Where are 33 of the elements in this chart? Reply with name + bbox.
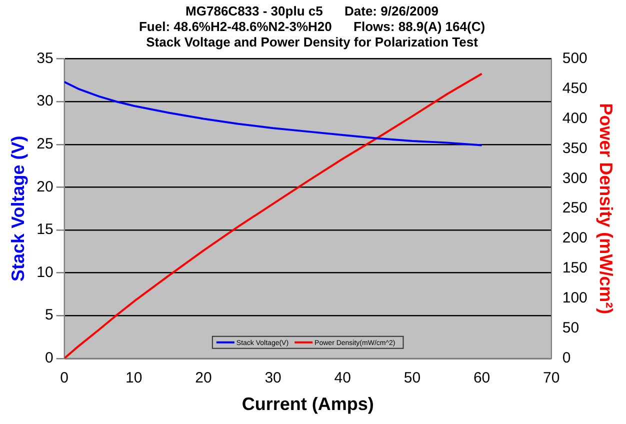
x-axis-title: Current (Amps) [242, 394, 374, 414]
y-tick-label: 10 [36, 264, 54, 281]
y2-tick-label: 350 [562, 140, 588, 157]
text: Fuel: 48.6%H2-48.6%N2-3%H20 Flows: 88.9(A) 164(C) [138, 18, 486, 34]
y-tick-label: 0 [44, 350, 54, 367]
y-axis-title: Stack Voltage (V) [8, 136, 28, 282]
y2-tick-label: 400 [562, 110, 588, 127]
y2-tick-label: 0 [562, 350, 571, 367]
y2-tick-label: 500 [562, 50, 588, 67]
x-tick-label: 70 [543, 370, 560, 387]
y2-tick-label: 100 [562, 290, 588, 307]
y2-tick-label: 250 [562, 200, 588, 217]
text: MG786C833 - 30plu c5 Date: 9/26/2009 [186, 3, 438, 18]
y2-tick-label: 50 [562, 320, 580, 337]
x-tick-label: 20 [195, 370, 212, 387]
x-tick-label: 40 [334, 370, 351, 387]
y2-tick-label: 450 [562, 80, 588, 97]
y2-tick-label: 200 [562, 230, 588, 247]
x-tick-label: 30 [264, 370, 282, 387]
y2-tick-label: 150 [562, 260, 588, 277]
y-tick-label: 5 [44, 306, 54, 324]
x-tick-label: 50 [404, 370, 421, 387]
text: Stack Voltage and Power Density for Polarization Test [146, 34, 478, 50]
x-tick-label: 60 [473, 370, 490, 387]
y-tick-label: 30 [36, 92, 54, 110]
y-tick-label: 15 [36, 221, 54, 238]
y2-axis-title: Power Density (mW/cm²) [596, 103, 616, 314]
x-tick-label: 0 [60, 370, 68, 387]
y2-tick-label: 300 [562, 170, 588, 187]
y-tick-label: 35 [36, 50, 54, 67]
y-tick-label: 25 [36, 136, 54, 153]
y-tick-label: 20 [36, 178, 54, 196]
x-tick-label: 10 [126, 370, 142, 387]
